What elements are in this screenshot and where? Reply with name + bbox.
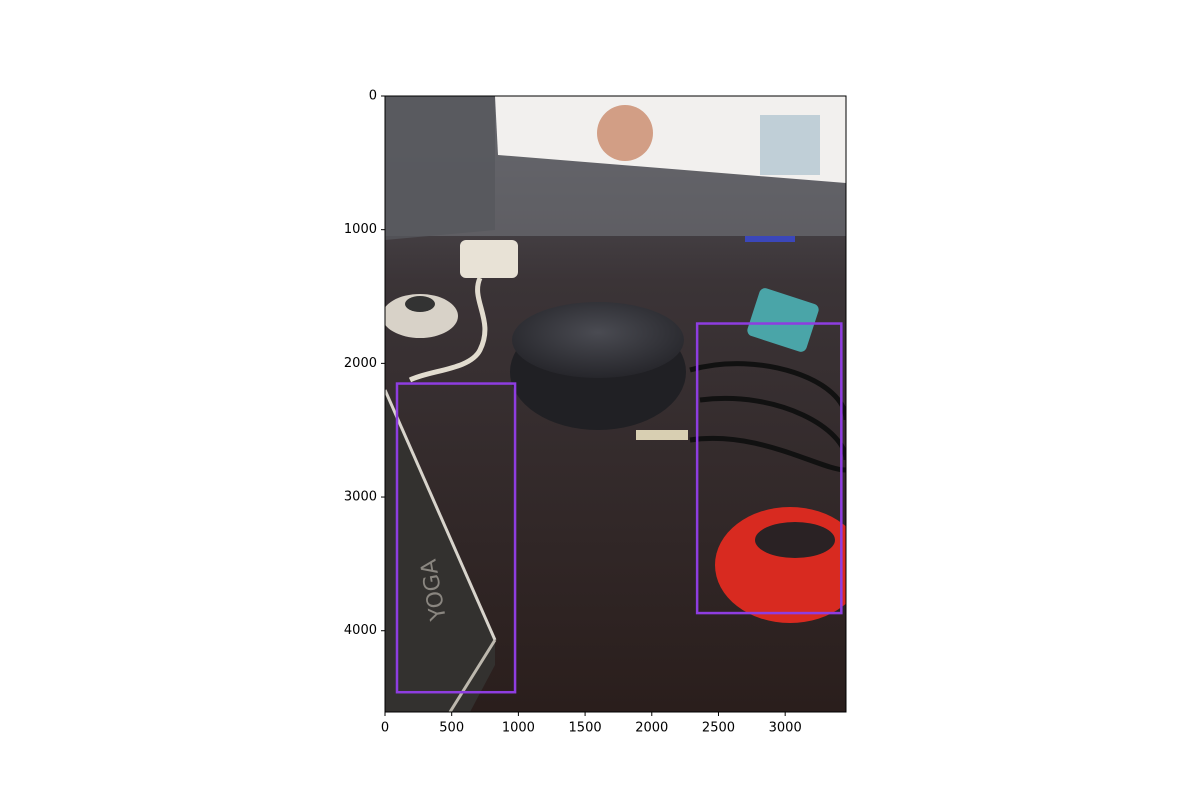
x-tick-label: 0 <box>381 721 389 736</box>
bounding-box <box>695 322 843 615</box>
y-tick-label: 2000 <box>344 356 377 371</box>
y-tick-label: 3000 <box>344 490 377 505</box>
x-tick-label: 1000 <box>502 721 535 736</box>
axes-frame <box>384 95 847 713</box>
bounding-box <box>395 382 517 694</box>
photo: YOGA <box>385 96 846 712</box>
y-tick-label: 0 <box>369 89 377 104</box>
x-tick-label: 500 <box>439 721 464 736</box>
x-tick-label: 2000 <box>635 721 668 736</box>
x-tick-label: 1500 <box>569 721 602 736</box>
y-tick-label: 4000 <box>344 623 377 638</box>
x-tick-label: 2500 <box>702 721 735 736</box>
x-tick-label: 3000 <box>769 721 802 736</box>
y-tick-label: 1000 <box>344 222 377 237</box>
